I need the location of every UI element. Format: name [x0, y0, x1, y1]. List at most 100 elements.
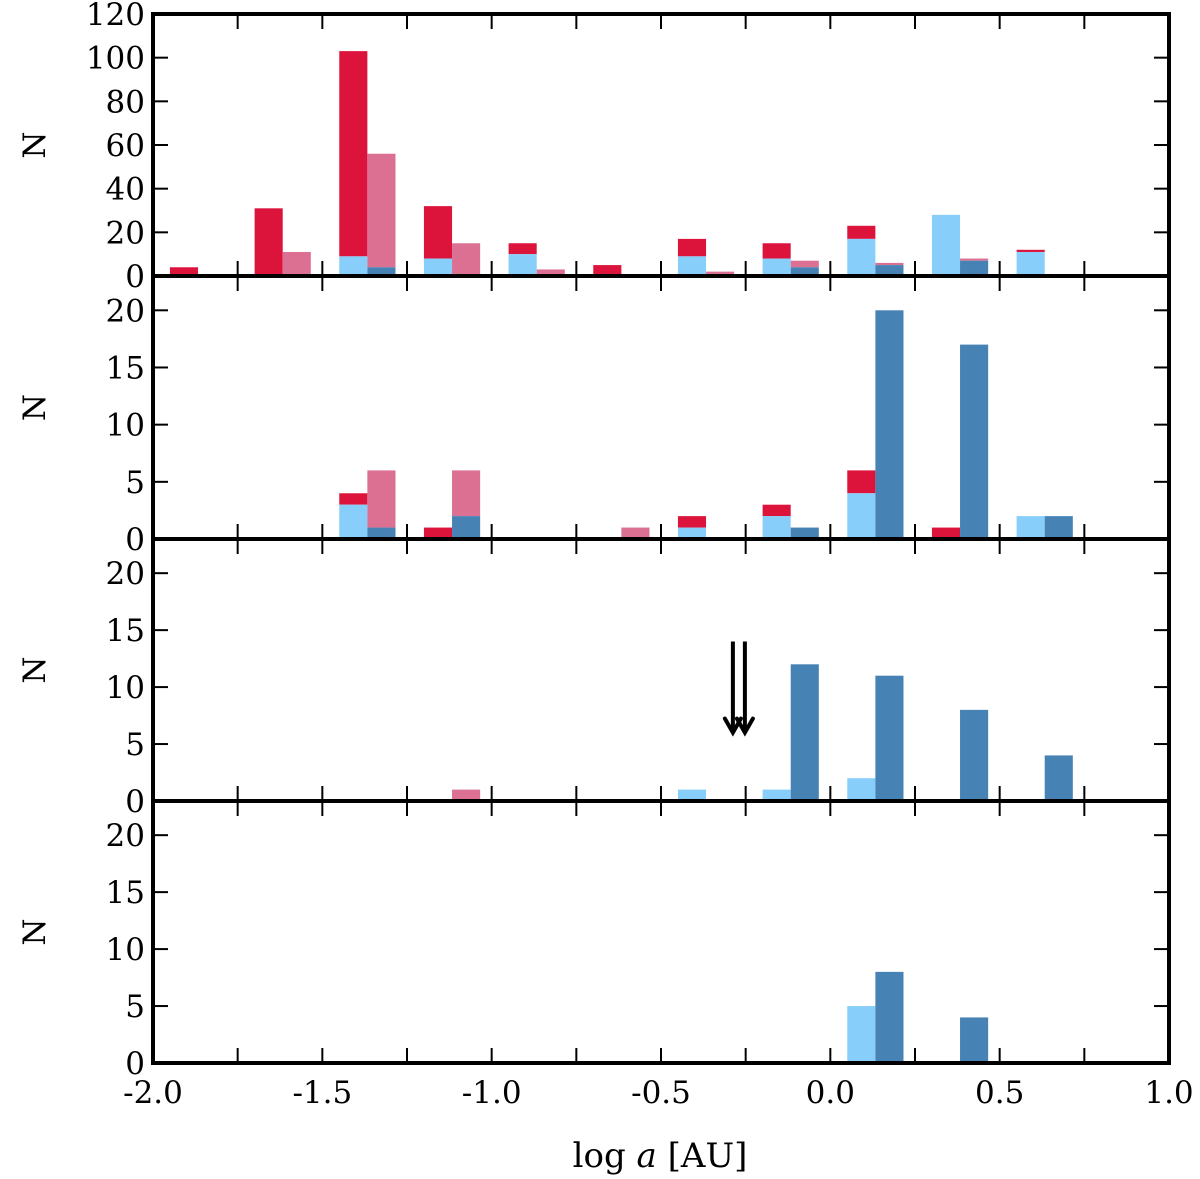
panel-4-bar-0-lower [847, 1006, 876, 1063]
x-axis-label: log a [AU] [573, 1136, 748, 1176]
panel-1-bar-17-lower [960, 260, 989, 276]
panel-1-bar-5-lower [423, 258, 453, 276]
panel-1-bar-14-lower [847, 238, 876, 276]
panel-1-bar-0-upper [169, 267, 199, 276]
panel-2-bar-13-lower [1044, 516, 1073, 539]
panel-1-bar-16-lower [931, 214, 961, 276]
panel-1-bar-11-upper [706, 271, 735, 276]
panel-2-bar-0-lower [339, 504, 368, 539]
panel-2-bar-3-upper [452, 470, 481, 517]
panel-3-ytick-label-2: 10 [106, 670, 145, 706]
panel-2-ytick-label-2: 10 [106, 408, 145, 444]
panel-4-ytick-label-0: 0 [125, 1046, 145, 1082]
panel-3-bar-3-lower [790, 664, 819, 801]
panel-3-bar-2-lower [762, 789, 791, 801]
panel-1-bar-9-upper [593, 265, 622, 276]
panel-2-bar-5-upper [677, 516, 707, 528]
xtick-label-1: -1.5 [292, 1075, 352, 1111]
x-axis-label-variable: a [637, 1136, 657, 1176]
panel-4-y-axis-label: N [17, 918, 53, 945]
panel-3-frame [151, 537, 1171, 803]
xtick-label-2: -1.0 [462, 1075, 522, 1111]
panel-1-bar-12-lower [762, 258, 791, 276]
panel-4-ytick-label-3: 15 [106, 875, 145, 911]
panel-2-bar-1-lower [367, 527, 396, 539]
panel-1-bar-10-upper [677, 238, 707, 257]
panel-1-bar-3-lower [339, 256, 368, 276]
panel-3-bar-6-lower [960, 709, 989, 801]
panel-3-y-axis-label: N [17, 656, 53, 683]
xtick-label-4: 0.0 [806, 1075, 855, 1111]
panel-3-bar-0-upper [452, 789, 481, 801]
panel-3-ytick-label-0: 0 [125, 784, 145, 820]
panel-2-ytick-label-0: 0 [125, 522, 145, 558]
panel-2-bar-9-lower [875, 310, 904, 539]
labels-layer: 020406080100120N05101520N05101520N051015… [17, 0, 1194, 1111]
panel-2-bar-12-lower [1016, 516, 1045, 539]
panel-3-arrow-0-head-1 [734, 716, 755, 737]
panel-2-bar-7-lower [790, 527, 819, 539]
xtick-label-0: -2.0 [123, 1075, 183, 1111]
panel-1-bar-18-upper [1016, 249, 1045, 252]
panel-1-y-axis-label: N [17, 131, 53, 158]
panel-3-bar-4-lower [847, 778, 876, 801]
panel-3-bar-7-lower [1044, 755, 1073, 801]
panel-1-bar-1-upper [254, 208, 283, 276]
panel-3-ytick-label-4: 20 [106, 556, 145, 592]
panel-2-bar-8-upper [847, 470, 876, 494]
panel-1-bar-18-lower [1016, 251, 1045, 276]
panel-1-ytick-label-1: 20 [106, 215, 145, 251]
panel-1-bar-6-upper [452, 243, 481, 276]
panel-1-frame [151, 12, 1171, 278]
panel-2-bar-0-upper [339, 493, 368, 505]
panel-1-bar-13-upper [790, 260, 819, 268]
panel-1-bar-13-lower [790, 267, 819, 276]
panel-1-bar-2-upper [282, 251, 311, 276]
panel-2-y-axis-label: N [17, 394, 53, 421]
panel-2-ytick-label-1: 5 [125, 465, 145, 501]
panel-1-ytick-label-0: 0 [125, 259, 145, 295]
panel-1-bar-14-upper [847, 225, 876, 239]
panel-2-bar-10-upper [931, 527, 961, 539]
panel-2-bar-6-upper [762, 504, 791, 517]
panel-3-bar-5-lower [875, 675, 904, 801]
panel-2-bar-3-lower [452, 516, 481, 539]
panel-1-bar-4-lower [367, 267, 396, 276]
panel-3-ytick-label-3: 15 [106, 613, 145, 649]
panel-1-bar-17-upper [960, 258, 989, 261]
panel-1-bar-15-upper [875, 262, 904, 266]
panel-4-ytick-label-2: 10 [106, 932, 145, 968]
panel-2-bar-4-upper [621, 527, 650, 539]
panel-2-bar-2-upper [423, 527, 453, 539]
panel-1-bar-7-lower [508, 254, 537, 276]
panel-2-bar-1-upper [367, 470, 396, 528]
panel-1-bar-8-upper [536, 269, 565, 276]
panel-1-ytick-label-4: 80 [106, 84, 145, 120]
bars-layer [169, 51, 1073, 1063]
panel-4-frame [151, 799, 1171, 1065]
panel-4-ytick-label-1: 5 [125, 989, 145, 1025]
panel-1-bar-7-upper [508, 243, 537, 255]
x-axis-label-unit: [AU] [668, 1136, 748, 1176]
panel-3-ytick-label-1: 5 [125, 727, 145, 763]
panel-1-bar-4-upper [367, 153, 396, 268]
panel-1-bar-12-upper [762, 243, 791, 259]
panel-4-bar-1-lower [875, 971, 904, 1063]
panel-1-ytick-label-2: 40 [106, 172, 145, 208]
x-axis-label-log: log [573, 1136, 626, 1176]
panel-4-ytick-label-4: 20 [106, 818, 145, 854]
panel-2-ytick-label-3: 15 [106, 350, 145, 386]
panel-1-bar-5-upper [423, 206, 453, 259]
panel-1-bar-3-upper [339, 51, 368, 257]
panel-2-bar-6-lower [762, 516, 791, 539]
panel-2-ytick-label-4: 20 [106, 293, 145, 329]
panel-3-bar-1-lower [677, 789, 707, 801]
panel-1-bar-10-lower [677, 256, 707, 276]
panel-1-ytick-label-3: 60 [106, 128, 145, 164]
xtick-label-6: 1.0 [1144, 1075, 1193, 1111]
panel-2-bar-5-lower [677, 527, 707, 539]
frames-layer [151, 12, 1171, 1065]
panel-1-ytick-label-5: 100 [86, 41, 145, 77]
panel-1-ytick-label-6: 120 [86, 0, 145, 33]
annotations-layer [722, 641, 755, 737]
